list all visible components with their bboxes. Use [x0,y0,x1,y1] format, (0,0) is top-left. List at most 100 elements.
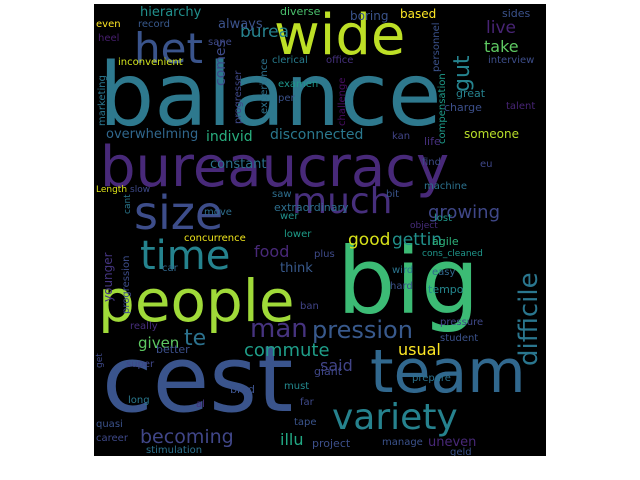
word-live: live [486,18,516,38]
word-people: people [98,267,295,335]
word-bred: bred [230,383,256,396]
word-examen: examen [278,79,319,90]
word-prepare: prepare [412,373,451,384]
word-said: said [320,356,353,375]
word-growing: growing [428,202,500,223]
word-personnel: personnel [431,22,442,72]
word-cons_cleaned: cons_cleaned [422,249,483,259]
word-sane: sane [208,37,232,48]
word-te: te [184,326,207,351]
word-burea: burea [240,22,290,42]
word-really: really [130,321,158,332]
word-heel: heel [98,33,120,44]
word-lower: lower [284,229,312,240]
word-saw: saw [272,189,292,200]
word-team: team [370,337,526,407]
word-experience: experience [259,58,270,114]
word-Length: Length [96,185,128,195]
word-talent: talent [506,101,536,112]
word-record: record [138,19,170,30]
word-find: find [422,157,441,168]
word-ban: ban [300,301,319,312]
word-wer: wer [280,211,299,222]
word-move: move [204,207,232,218]
word-size: size [134,186,224,240]
word-variety: variety [332,397,458,438]
word-al: al [196,399,205,410]
word-marketing: marketing [97,75,108,126]
word-gettin: gettin [392,230,443,250]
word-extraordinary: extraordinary [274,201,349,214]
word-lost: lost [434,213,453,224]
word-given: given [138,334,180,352]
word-inconvenient: inconvenient [118,57,183,68]
word-charge: charge [444,101,482,114]
word-life: life [424,135,441,148]
word-project: project [312,437,351,450]
word-kan: kan [392,131,411,142]
word-much: much [292,181,393,222]
word-eu: eu [480,159,493,170]
word-hard: hard [390,281,413,292]
word-someone: someone [464,127,519,141]
word-student: student [440,333,479,344]
word-boring: boring [350,9,389,23]
word-younger: younger [101,252,115,302]
word-food: food [254,242,290,261]
word-car: car [162,263,178,274]
word-challenge: challenge [337,77,348,126]
word-interview: interview [488,55,535,66]
word-pressure: pressure [440,317,484,328]
word-great: great [456,87,486,100]
word-bureaucracy: bureaucracy [100,135,450,200]
word-overwhelming: overwhelming [106,127,199,142]
word-sides: sides [502,7,531,20]
word-quasi: quasi [96,419,123,430]
word-progression: progression [121,255,132,314]
word-stimulation: stimulation [146,445,203,456]
word-long: long [128,395,150,406]
word-progresser: progresser [233,70,244,124]
word-far: far [300,397,314,408]
word-easy: easy [432,267,456,278]
word-commute: commute [244,340,330,361]
word-wird: wird [392,265,414,276]
word-wide: wide [274,4,406,68]
word-illu: illu [280,430,304,449]
word-concurrence: concurrence [184,233,246,244]
word-bit: bit [386,189,400,200]
word-clerical: clerical [272,55,308,66]
word-career: career [96,433,128,444]
word-get: get [95,353,105,368]
word-office: office [326,55,354,66]
word-tempo: tempo [428,283,464,296]
word-uneven: uneven [428,435,477,450]
word-balance: balance [99,44,442,146]
word-better: better [156,343,190,356]
word-big: big [337,228,480,335]
word-manage: manage [382,437,423,448]
word-individ: individ [206,129,253,145]
word-constant: constant [210,157,267,172]
word-geld: geld [450,447,472,457]
word-difficile: difficile [514,272,544,366]
word-per: per [278,93,295,104]
word-plus: plus [314,249,335,260]
word-agile: agile [432,235,459,248]
word-slow: slow [130,185,151,195]
word-based: based [400,7,437,21]
word-man: man [250,314,308,344]
word-hierarchy: hierarchy [140,5,202,20]
word-giant: giant [314,365,343,378]
word-think: think [280,261,313,276]
word-het: het [134,24,203,73]
word-cest: cest [102,326,294,433]
word-cant: cant [123,194,133,214]
word-diverse: diverse [280,5,321,18]
word-machine: machine [424,181,467,192]
word-pression: pression [312,316,413,344]
word-object: object [410,221,438,231]
word-tape: tape [294,417,317,428]
word-cloud: balance bureaucracy big cest people team… [94,4,546,456]
word-super: super [126,359,155,370]
